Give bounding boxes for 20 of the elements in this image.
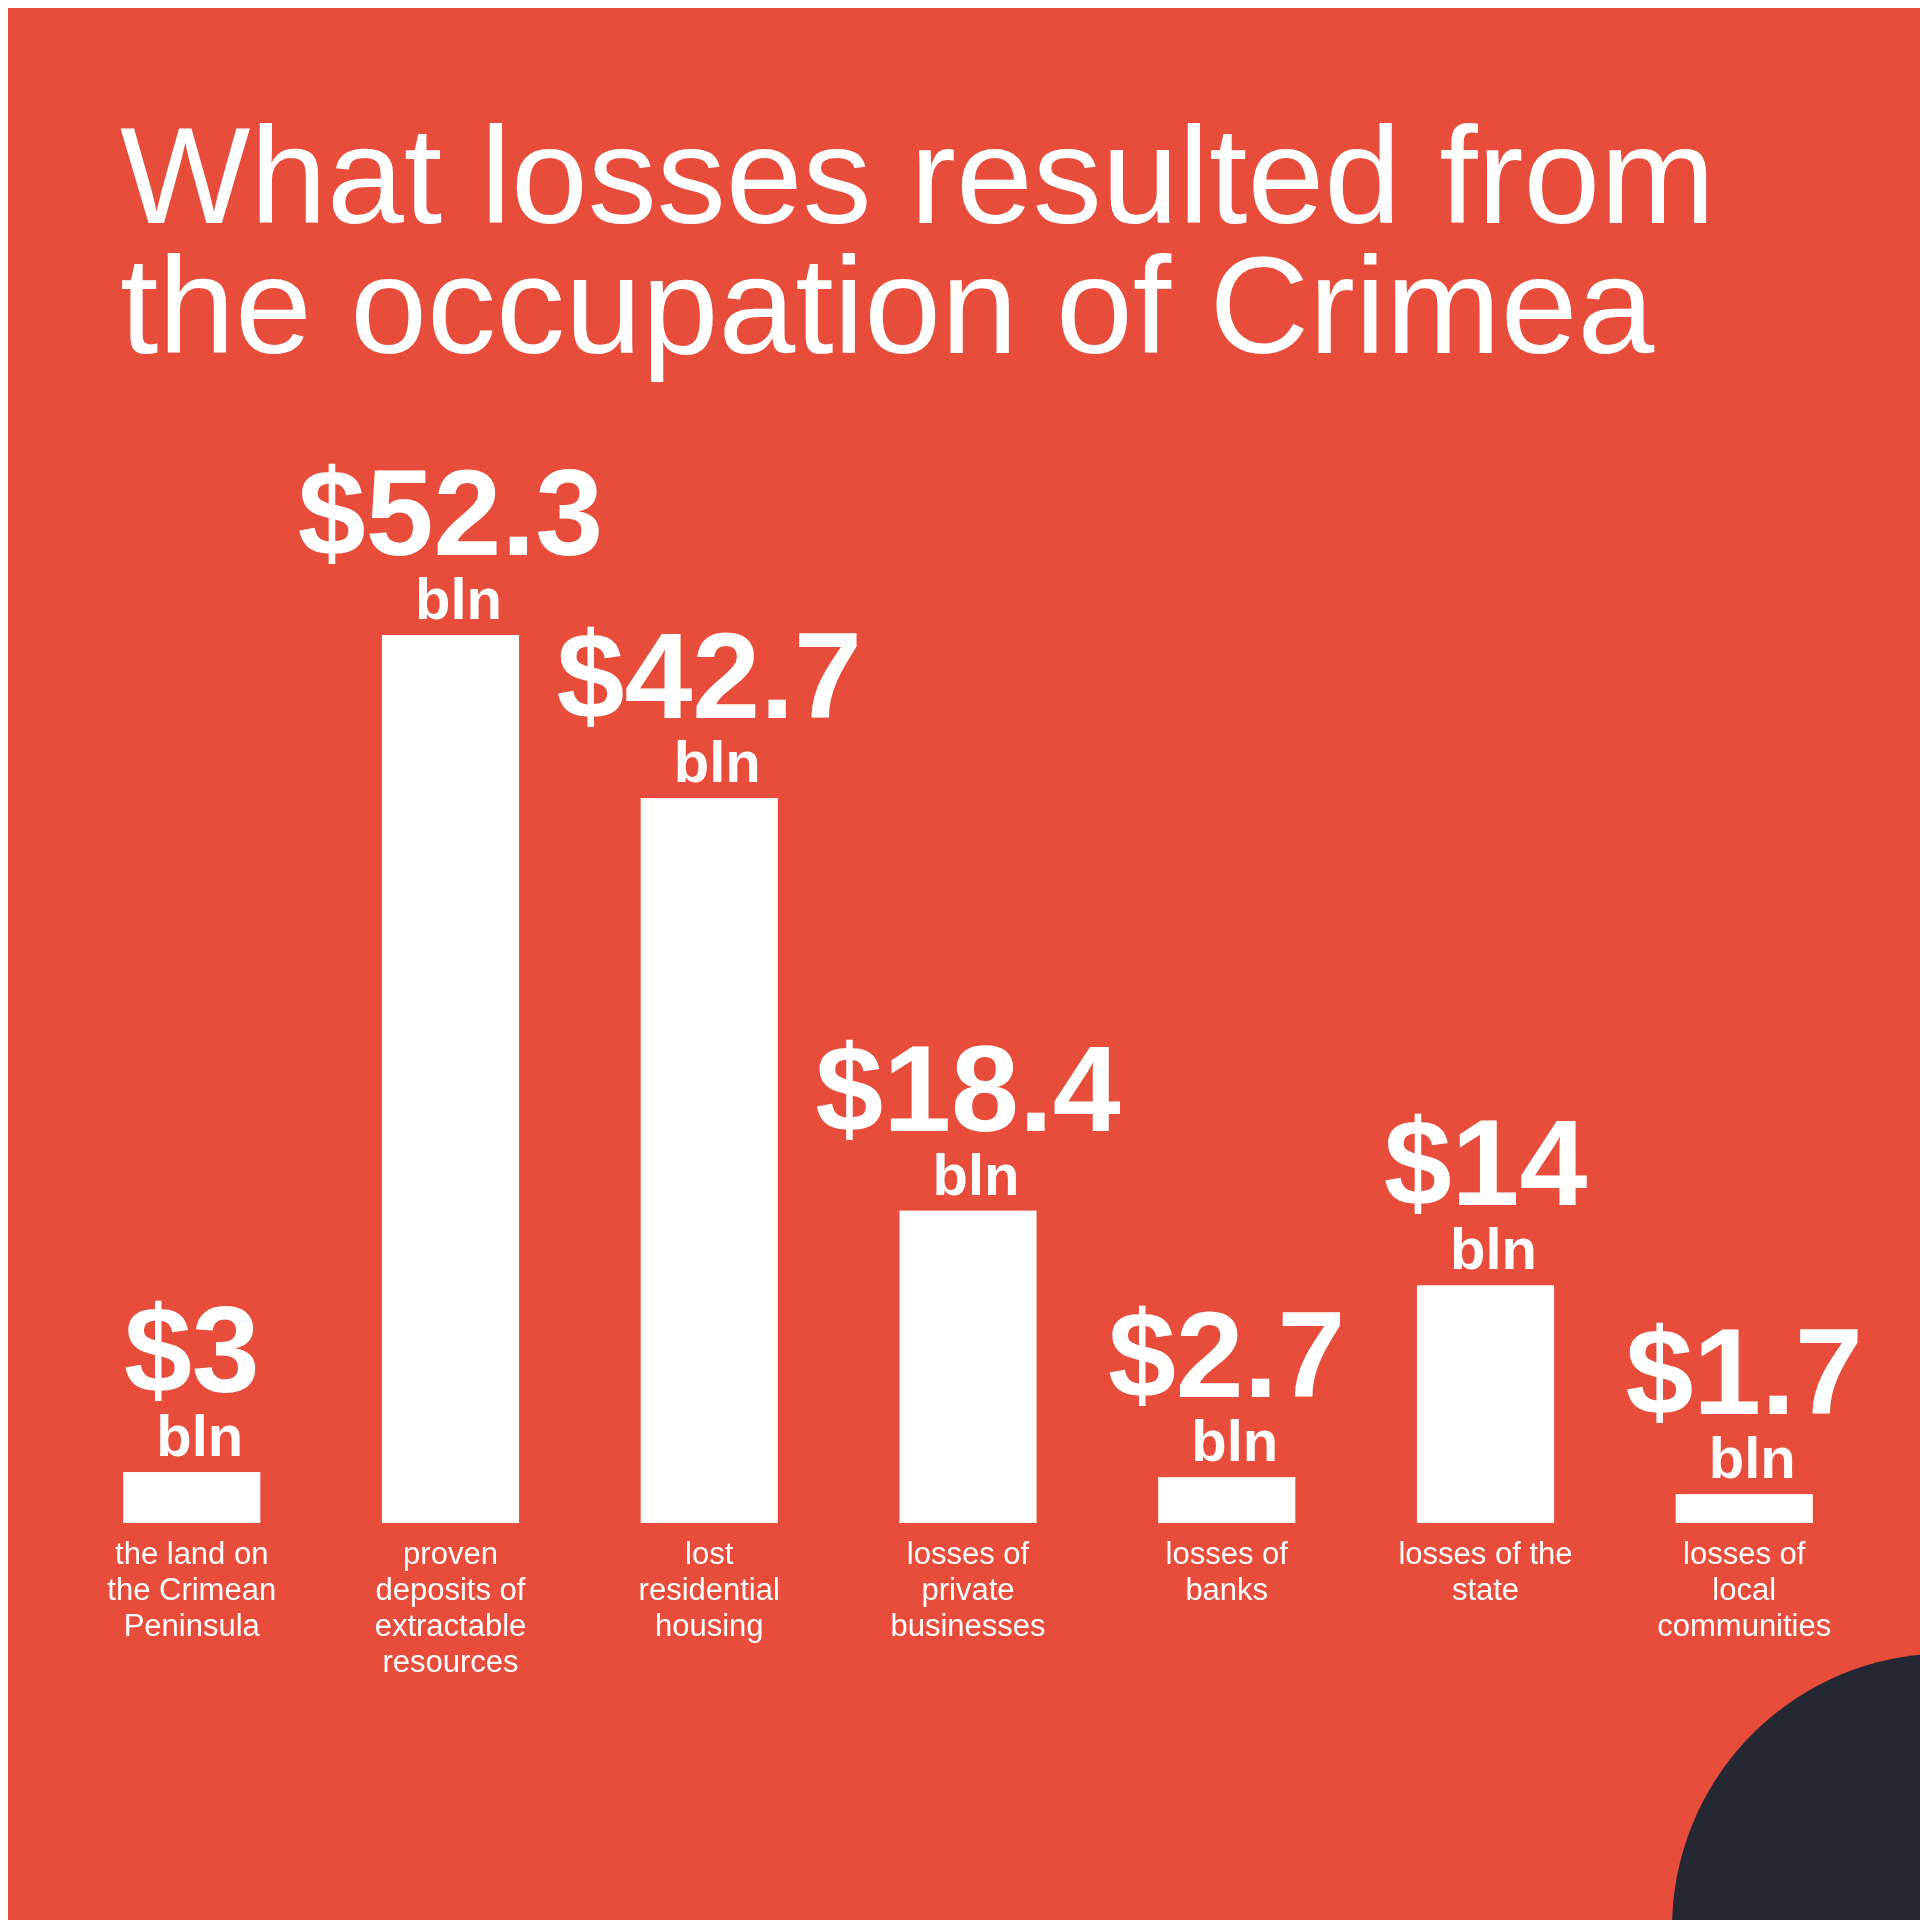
data-label: $14 bln xyxy=(1383,1095,1588,1282)
bar xyxy=(1416,1285,1555,1523)
x-tick-label: losses of local communities xyxy=(1657,1536,1832,1643)
data-label: $1.7 bln xyxy=(1625,1304,1863,1491)
chart-title: What losses resulted from the occupation of Crimea xyxy=(120,98,1716,382)
bar xyxy=(899,1210,1037,1523)
bar xyxy=(123,1472,261,1523)
bar xyxy=(640,798,778,1523)
data-label: $2.7 bln xyxy=(1108,1287,1346,1474)
x-tick-label: losses of the state xyxy=(1398,1536,1573,1607)
x-tick-label: losses of private businesses xyxy=(890,1536,1046,1643)
data-label: $3 bln xyxy=(123,1282,260,1469)
data-label: $18.4 bln xyxy=(815,1020,1121,1207)
bar xyxy=(1675,1494,1813,1523)
bar xyxy=(381,635,520,1523)
bar xyxy=(1158,1477,1296,1523)
x-tick-label: proven deposits of extractable resources xyxy=(374,1536,527,1679)
x-tick-label: losses of banks xyxy=(1165,1536,1289,1607)
x-tick-label: the land on the Crimean Peninsula xyxy=(107,1536,277,1643)
x-tick-label: lost residential housing xyxy=(638,1536,780,1643)
